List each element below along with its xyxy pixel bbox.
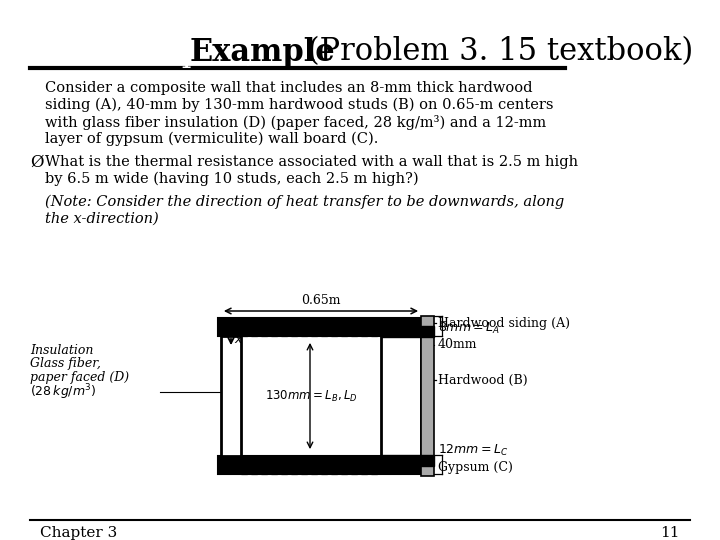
Bar: [218, 456, 422, 474]
Text: by 6.5 m wide (having 10 studs, each 2.5 m high?): by 6.5 m wide (having 10 studs, each 2.5…: [45, 172, 418, 186]
Text: (Problem 3. 15 textbook): (Problem 3. 15 textbook): [298, 37, 693, 68]
Text: Example (Problem 3. 15 textbook): Example (Problem 3. 15 textbook): [95, 36, 625, 68]
Text: $130mm=L_B, L_D$: $130mm=L_B, L_D$: [265, 388, 358, 403]
Bar: [421, 316, 434, 476]
Text: layer of gypsum (vermiculite) wall board (C).: layer of gypsum (vermiculite) wall board…: [45, 132, 379, 146]
Text: $8mm=L_A$: $8mm=L_A$: [438, 321, 500, 336]
Text: with glass fiber insulation (D) (paper faced, 28 kg/m³) and a 12-mm: with glass fiber insulation (D) (paper f…: [45, 114, 546, 130]
Bar: [381, 455, 434, 466]
Bar: [221, 336, 241, 456]
Text: the x-direction): the x-direction): [45, 212, 158, 226]
Bar: [381, 326, 434, 337]
Text: Chapter 3: Chapter 3: [40, 526, 117, 540]
Text: $(28\,kg/m^3)$: $(28\,kg/m^3)$: [30, 382, 96, 402]
Text: 11: 11: [660, 526, 680, 540]
Text: Hardwood siding (A): Hardwood siding (A): [438, 316, 570, 329]
Text: Insulation: Insulation: [30, 343, 94, 356]
Text: Ø: Ø: [30, 153, 43, 171]
Text: 0.65m: 0.65m: [301, 294, 341, 307]
Text: x: x: [234, 333, 241, 346]
Bar: [218, 318, 422, 336]
Text: (Note: Consider the direction of heat transfer to be downwards, along: (Note: Consider the direction of heat tr…: [45, 195, 564, 209]
Text: Consider a composite wall that includes an 8-mm thick hardwood: Consider a composite wall that includes …: [45, 81, 533, 95]
Text: 40mm: 40mm: [438, 339, 477, 352]
Text: Glass fiber,: Glass fiber,: [30, 357, 101, 370]
Text: Hardwood (B): Hardwood (B): [438, 374, 528, 387]
Text: siding (A), 40-mm by 130-mm hardwood studs (B) on 0.65-m centers: siding (A), 40-mm by 130-mm hardwood stu…: [45, 98, 554, 112]
Text: Example: Example: [190, 37, 336, 68]
Text: $12mm=L_C$: $12mm=L_C$: [438, 443, 508, 458]
Text: What is the thermal resistance associated with a wall that is 2.5 m high: What is the thermal resistance associate…: [45, 155, 578, 169]
Text: paper faced (D): paper faced (D): [30, 372, 129, 384]
Text: Gypsum (C): Gypsum (C): [438, 461, 513, 474]
Bar: [381, 336, 421, 456]
